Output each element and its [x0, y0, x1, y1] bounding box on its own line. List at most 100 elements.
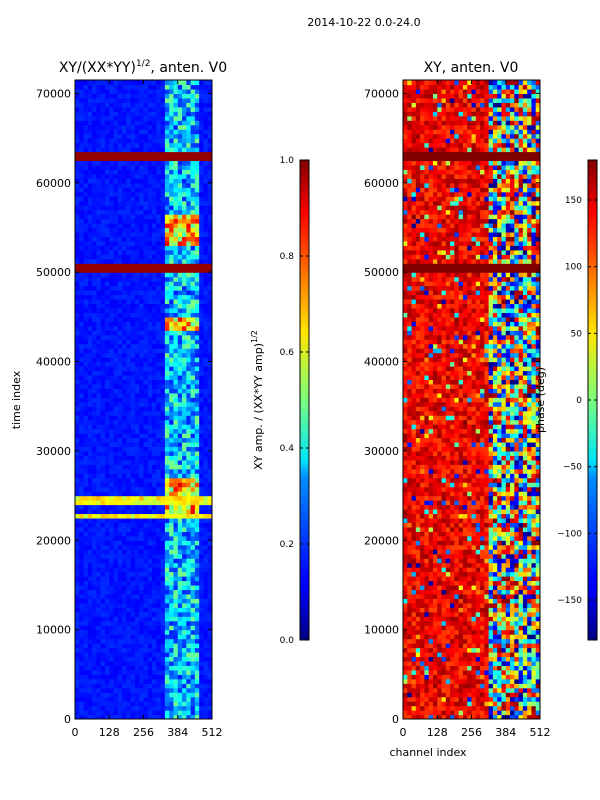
heatmap-cell — [87, 687, 93, 693]
heatmap-cell — [186, 620, 192, 626]
heatmap-cell — [139, 616, 145, 622]
heatmap-cell — [117, 290, 123, 296]
heatmap-cell — [104, 495, 110, 501]
heatmap-cell — [203, 397, 209, 403]
heatmap-cell — [194, 348, 200, 354]
heatmap-cell — [109, 567, 115, 573]
heatmap-cell — [134, 607, 140, 613]
heatmap-cell — [207, 450, 212, 456]
heatmap-cell — [109, 491, 115, 497]
heatmap-cell — [207, 638, 212, 644]
heatmap-cell — [169, 263, 175, 269]
heatmap-cell — [186, 138, 192, 144]
heatmap-cell — [104, 276, 110, 282]
heatmap-cell — [510, 714, 515, 719]
heatmap-cell — [109, 692, 115, 698]
heatmap-cell — [139, 272, 145, 278]
heatmap-cell — [130, 142, 136, 148]
heatmap-cell — [152, 272, 157, 278]
heatmap-cell — [134, 388, 140, 394]
heatmap-cell — [147, 290, 153, 296]
heatmap-cell — [104, 164, 110, 170]
heatmap-cell — [117, 473, 123, 479]
heatmap-cell — [96, 348, 102, 354]
heatmap-cell — [182, 526, 187, 532]
heatmap-cell — [79, 361, 85, 367]
heatmap-cell — [160, 339, 166, 345]
heatmap-cell — [169, 522, 175, 528]
heatmap-cell — [160, 598, 166, 604]
heatmap-cell — [104, 200, 110, 206]
heatmap-cell — [527, 696, 533, 702]
heatmap-cell — [139, 701, 145, 707]
heatmap-cell — [130, 401, 136, 407]
heatmap-cell — [160, 285, 166, 291]
heatmap-cell — [130, 343, 136, 349]
heatmap-cell — [199, 607, 205, 613]
heatmap-cell — [160, 701, 166, 707]
heatmap-cell — [83, 173, 89, 179]
heatmap-cell — [190, 236, 196, 242]
heatmap-cell — [173, 620, 179, 626]
heatmap-cell — [134, 249, 140, 255]
heatmap-cell — [190, 138, 196, 144]
heatmap-cell — [480, 696, 485, 702]
heatmap-cell — [96, 142, 102, 148]
heatmap-cell — [207, 93, 212, 99]
heatmap-cell — [117, 263, 123, 269]
heatmap-cell — [113, 357, 119, 363]
heatmap-cell — [169, 674, 175, 680]
heatmap-cell — [203, 437, 209, 443]
heatmap-cell — [92, 316, 98, 322]
heatmap-cell — [113, 321, 119, 327]
heatmap-cell — [173, 205, 179, 211]
heatmap-cell — [134, 464, 140, 470]
heatmap-cell — [96, 312, 102, 318]
heatmap-cell — [160, 397, 166, 403]
heatmap-cell — [104, 629, 110, 635]
heatmap-cell — [83, 383, 89, 389]
heatmap-cell — [441, 678, 447, 684]
heatmap-cell — [207, 227, 212, 233]
heatmap-cell — [484, 705, 490, 711]
heatmap-cell — [83, 687, 89, 693]
heatmap-cell — [92, 495, 98, 501]
heatmap-cell — [104, 714, 110, 719]
heatmap-cell — [113, 513, 119, 519]
heatmap-cell — [130, 97, 136, 103]
heatmap-cell — [186, 567, 192, 573]
heatmap-cell — [92, 267, 98, 273]
heatmap-cell — [130, 540, 136, 546]
heatmap-cell — [79, 365, 85, 372]
heatmap-cell — [177, 567, 183, 573]
heatmap-cell — [96, 616, 102, 622]
heatmap-cell — [182, 567, 187, 573]
heatmap-cell — [177, 388, 183, 394]
heatmap-cell — [92, 321, 98, 327]
heatmap-cell — [113, 178, 119, 184]
x-tick-label: 384 — [167, 726, 188, 739]
heatmap-cell — [100, 129, 106, 135]
heatmap-cell — [164, 665, 170, 671]
heatmap-cell — [182, 433, 187, 439]
heatmap-cell — [173, 692, 179, 698]
heatmap-cell — [164, 428, 170, 434]
heatmap-cell — [182, 343, 187, 349]
heatmap-cell — [109, 111, 115, 117]
heatmap-cell — [122, 549, 127, 555]
heatmap-cell — [164, 330, 170, 336]
heatmap-cell — [203, 276, 209, 282]
heatmap-cell — [143, 477, 149, 483]
heatmap-cell — [173, 611, 179, 617]
heatmap-cell — [134, 455, 140, 461]
heatmap-cell — [75, 169, 80, 175]
heatmap-cell — [139, 656, 145, 662]
heatmap-cell — [471, 674, 477, 680]
heatmap-cell — [113, 674, 119, 680]
heatmap-cell — [92, 187, 98, 193]
heatmap-cell — [177, 428, 183, 434]
heatmap-cell — [445, 696, 451, 702]
heatmap-cell — [501, 674, 507, 680]
heatmap-cell — [130, 651, 136, 658]
heatmap-cell — [160, 330, 166, 336]
